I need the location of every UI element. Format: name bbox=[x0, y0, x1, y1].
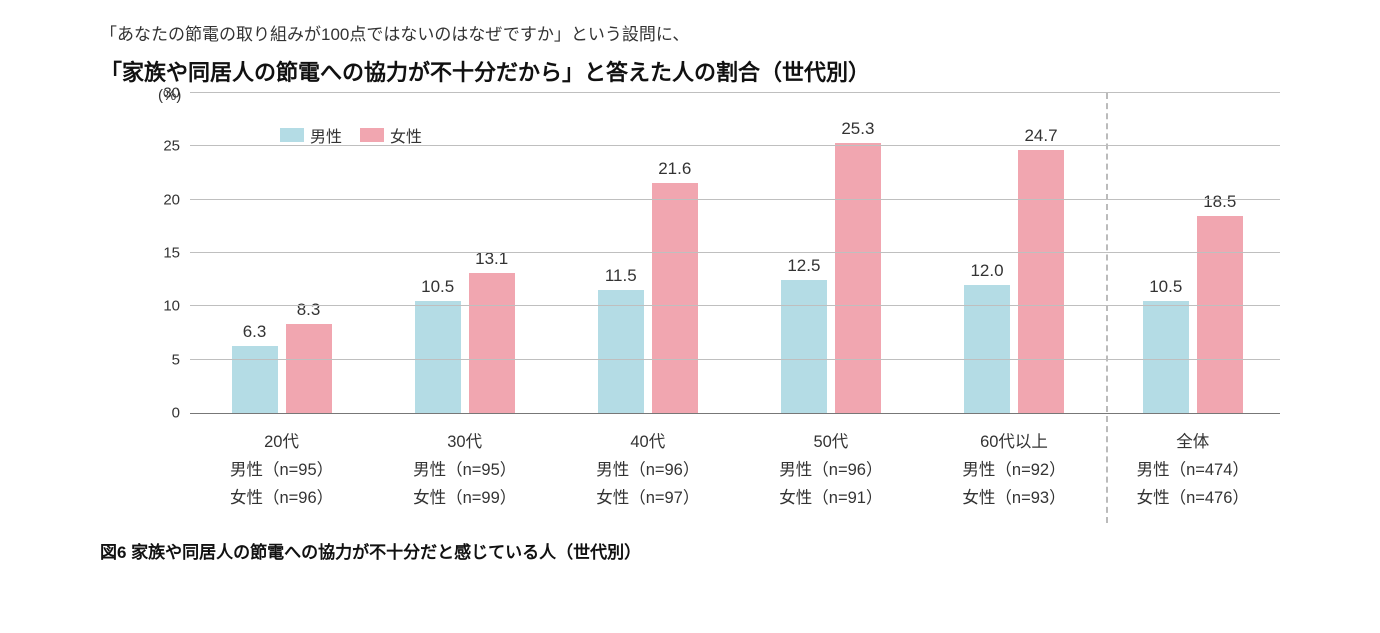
female-bar: 25.3 bbox=[835, 143, 881, 413]
y-tick-label: 5 bbox=[172, 351, 190, 368]
bar-value-label: 25.3 bbox=[841, 119, 874, 143]
female-bar: 24.7 bbox=[1018, 150, 1064, 413]
gridline bbox=[190, 92, 1280, 93]
bar-value-label: 12.0 bbox=[970, 261, 1003, 285]
x-label-group: 50代男性（n=96）女性（n=91） bbox=[739, 428, 922, 512]
bar-value-label: 11.5 bbox=[605, 266, 637, 290]
male-bar: 10.5 bbox=[415, 301, 461, 413]
x-female-n: 女性（n=96） bbox=[190, 484, 373, 512]
male-bar: 10.5 bbox=[1143, 301, 1189, 413]
lead-text: 「あなたの節電の取り組みが100点ではないのはなぜですか」という設問に、 bbox=[100, 20, 1280, 45]
legend-item-female: 女性 bbox=[360, 123, 422, 147]
female-bar: 8.3 bbox=[286, 324, 332, 413]
x-label-group: 20代男性（n=95）女性（n=96） bbox=[190, 428, 373, 512]
x-label-group: 40代男性（n=96）女性（n=97） bbox=[556, 428, 739, 512]
y-tick-label: 20 bbox=[163, 191, 190, 208]
x-male-n: 男性（n=92） bbox=[922, 456, 1105, 484]
group-divider bbox=[1106, 93, 1108, 523]
male-bar: 12.5 bbox=[781, 280, 827, 413]
y-tick-label: 15 bbox=[163, 245, 190, 262]
bar-value-label: 12.5 bbox=[787, 256, 820, 280]
x-male-n: 男性（n=95） bbox=[373, 456, 556, 484]
x-category: 50代 bbox=[739, 428, 922, 456]
bar-value-label: 18.5 bbox=[1203, 192, 1236, 216]
legend-swatch-female bbox=[360, 128, 384, 142]
x-axis-labels: 20代男性（n=95）女性（n=96）30代男性（n=95）女性（n=99）40… bbox=[190, 428, 1280, 512]
bar-value-label: 6.3 bbox=[243, 322, 267, 346]
gridline bbox=[190, 305, 1280, 306]
bar-group: 12.024.7 bbox=[922, 93, 1105, 413]
gridline bbox=[190, 252, 1280, 253]
legend-label: 女性 bbox=[390, 123, 422, 147]
gridline bbox=[190, 359, 1280, 360]
male-bar: 11.5 bbox=[598, 290, 644, 413]
bar-value-label: 21.6 bbox=[658, 159, 691, 183]
chart-title: 「家族や同居人の節電への協力が不十分だから」と答えた人の割合（世代別） bbox=[100, 55, 1280, 87]
x-category: 20代 bbox=[190, 428, 373, 456]
chart-region: (%) 男性女性 6.38.310.513.111.521.612.525.31… bbox=[160, 93, 1280, 512]
x-male-n: 男性（n=96） bbox=[739, 456, 922, 484]
male-bar: 6.3 bbox=[232, 346, 278, 413]
x-female-n: 女性（n=476） bbox=[1106, 484, 1280, 512]
gridline bbox=[190, 199, 1280, 200]
bar-value-label: 10.5 bbox=[1149, 277, 1182, 301]
x-category: 30代 bbox=[373, 428, 556, 456]
x-male-n: 男性（n=474） bbox=[1106, 456, 1280, 484]
bar-value-label: 8.3 bbox=[297, 300, 321, 324]
bar-group: 12.525.3 bbox=[739, 93, 922, 413]
figure-caption: 図6 家族や同居人の節電への協力が不十分だと感じている人（世代別） bbox=[100, 538, 1280, 563]
legend-label: 男性 bbox=[310, 123, 342, 147]
x-female-n: 女性（n=93） bbox=[922, 484, 1105, 512]
female-bar: 13.1 bbox=[469, 273, 515, 413]
x-male-n: 男性（n=96） bbox=[556, 456, 739, 484]
y-tick-label: 10 bbox=[163, 298, 190, 315]
chart-figure: 「あなたの節電の取り組みが100点ではないのはなぜですか」という設問に、 「家族… bbox=[0, 0, 1380, 633]
bar-group: 11.521.6 bbox=[556, 93, 739, 413]
male-bar: 12.0 bbox=[964, 285, 1010, 413]
bar-group: 10.518.5 bbox=[1106, 93, 1280, 413]
x-label-group: 30代男性（n=95）女性（n=99） bbox=[373, 428, 556, 512]
female-bar: 21.6 bbox=[652, 183, 698, 413]
x-female-n: 女性（n=97） bbox=[556, 484, 739, 512]
x-label-group: 60代以上男性（n=92）女性（n=93） bbox=[922, 428, 1105, 512]
legend-item-male: 男性 bbox=[280, 123, 342, 147]
legend-swatch-male bbox=[280, 128, 304, 142]
plot-area: 男性女性 6.38.310.513.111.521.612.525.312.02… bbox=[190, 93, 1280, 414]
y-tick-label: 25 bbox=[163, 138, 190, 155]
x-label-group: 全体男性（n=474）女性（n=476） bbox=[1106, 428, 1280, 512]
x-category: 全体 bbox=[1106, 428, 1280, 456]
y-tick-label: 0 bbox=[172, 405, 190, 422]
x-female-n: 女性（n=91） bbox=[739, 484, 922, 512]
legend: 男性 女性 bbox=[280, 123, 422, 147]
bar-value-label: 10.5 bbox=[421, 277, 454, 301]
x-female-n: 女性（n=99） bbox=[373, 484, 556, 512]
x-male-n: 男性（n=95） bbox=[190, 456, 373, 484]
female-bar: 18.5 bbox=[1197, 216, 1243, 413]
y-tick-label: 30 bbox=[163, 85, 190, 102]
x-category: 60代以上 bbox=[922, 428, 1105, 456]
x-category: 40代 bbox=[556, 428, 739, 456]
